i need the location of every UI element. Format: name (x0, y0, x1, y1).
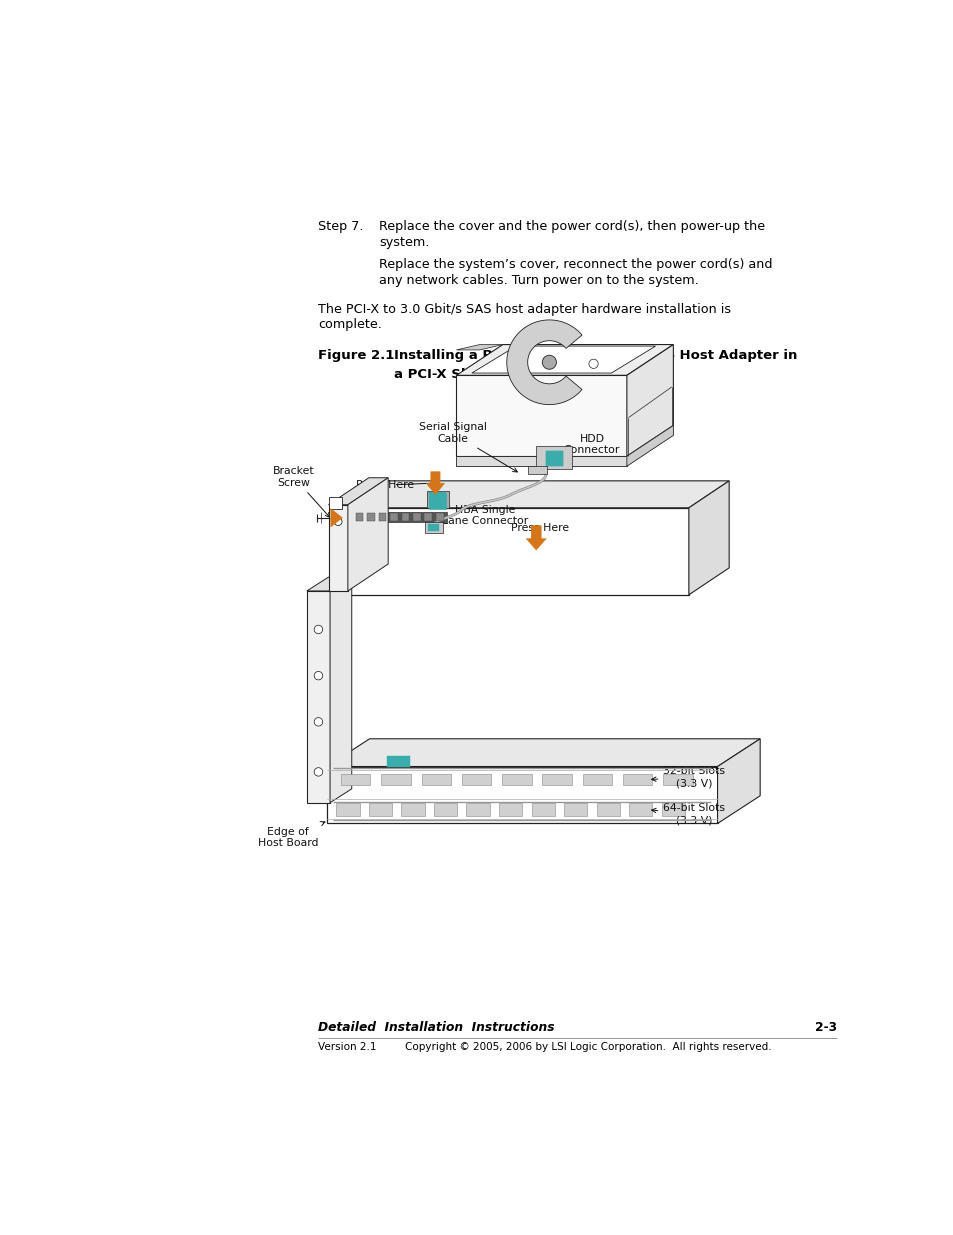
Polygon shape (629, 804, 652, 816)
Polygon shape (528, 466, 546, 474)
Circle shape (314, 768, 322, 776)
Text: Serial Signal
Cable: Serial Signal Cable (418, 422, 517, 472)
Polygon shape (331, 509, 342, 527)
Polygon shape (545, 451, 562, 466)
Text: Replace the cover and the power cord(s), then power-up the: Replace the cover and the power cord(s),… (378, 220, 764, 233)
Polygon shape (425, 521, 443, 534)
Text: Replace the system’s cover, reconnect the power cord(s) and: Replace the system’s cover, reconnect th… (378, 258, 772, 272)
Polygon shape (413, 514, 420, 521)
Circle shape (314, 718, 322, 726)
Text: Edge of
Host Board: Edge of Host Board (257, 821, 325, 848)
Polygon shape (542, 774, 571, 785)
Polygon shape (563, 804, 587, 816)
Polygon shape (662, 774, 692, 785)
Polygon shape (328, 478, 388, 505)
Text: Copyright © 2005, 2006 by LSI Logic Corporation.  All rights reserved.: Copyright © 2005, 2006 by LSI Logic Corp… (405, 1042, 771, 1052)
Polygon shape (466, 804, 489, 816)
Polygon shape (456, 345, 502, 350)
Polygon shape (536, 446, 571, 469)
Polygon shape (427, 524, 438, 531)
Polygon shape (498, 804, 521, 816)
Polygon shape (461, 774, 491, 785)
Text: any network cables. Turn power on to the system.: any network cables. Turn power on to the… (378, 274, 698, 288)
Polygon shape (348, 480, 728, 508)
Polygon shape (327, 739, 760, 767)
Polygon shape (472, 346, 655, 373)
Text: HDD
Connector: HDD Connector (555, 433, 619, 466)
Circle shape (588, 359, 598, 368)
Polygon shape (429, 494, 446, 509)
Circle shape (314, 625, 322, 634)
Text: a PCI-X Slot: a PCI-X Slot (394, 368, 480, 380)
Polygon shape (501, 774, 531, 785)
Text: The PCI-X to 3.0 Gbit/s SAS host adapter hardware installation is: The PCI-X to 3.0 Gbit/s SAS host adapter… (318, 303, 731, 316)
Polygon shape (401, 804, 424, 816)
Polygon shape (626, 425, 673, 466)
Polygon shape (381, 774, 410, 785)
Circle shape (542, 356, 556, 369)
Polygon shape (525, 526, 546, 550)
Polygon shape (355, 514, 363, 521)
Text: Figure 2.1: Figure 2.1 (318, 350, 395, 362)
Text: Installing a PCI-X to 3.0 Gbit/s SAS x4 Host Adapter in: Installing a PCI-X to 3.0 Gbit/s SAS x4 … (394, 350, 796, 362)
Text: 64-bit Slots
(3.3 V): 64-bit Slots (3.3 V) (651, 804, 724, 825)
Polygon shape (369, 804, 392, 816)
Polygon shape (456, 345, 673, 375)
Text: Detailed  Installation  Instructions: Detailed Installation Instructions (318, 1020, 555, 1034)
Polygon shape (348, 478, 388, 592)
Text: complete.: complete. (318, 319, 382, 331)
Polygon shape (436, 514, 443, 521)
Polygon shape (717, 739, 760, 824)
Polygon shape (456, 375, 626, 456)
Text: 32-bit Slots
(3.3 V): 32-bit Slots (3.3 V) (651, 767, 724, 788)
Text: Press Here: Press Here (510, 524, 568, 534)
Polygon shape (367, 514, 375, 521)
Polygon shape (328, 496, 342, 509)
Polygon shape (401, 514, 409, 521)
Polygon shape (307, 577, 352, 592)
Polygon shape (378, 514, 386, 521)
Circle shape (334, 517, 342, 526)
Circle shape (314, 672, 322, 680)
Polygon shape (426, 472, 444, 495)
Polygon shape (335, 804, 359, 816)
Polygon shape (330, 577, 352, 803)
Polygon shape (622, 774, 652, 785)
Polygon shape (626, 345, 673, 456)
Text: Version 2.1: Version 2.1 (318, 1042, 376, 1052)
Polygon shape (424, 514, 432, 521)
Polygon shape (348, 508, 688, 595)
Polygon shape (340, 774, 370, 785)
Polygon shape (582, 774, 612, 785)
Polygon shape (545, 451, 562, 466)
Text: Bracket
Screw: Bracket Screw (273, 466, 330, 517)
Text: system.: system. (378, 236, 429, 249)
Polygon shape (354, 513, 447, 521)
Polygon shape (531, 804, 555, 816)
Polygon shape (456, 456, 626, 466)
Text: 2-3: 2-3 (814, 1020, 836, 1034)
Polygon shape (596, 804, 619, 816)
Polygon shape (506, 320, 581, 405)
Text: HBA Single
Lane Connector: HBA Single Lane Connector (440, 499, 528, 526)
Text: Step 7.: Step 7. (318, 220, 363, 233)
Polygon shape (327, 767, 717, 824)
Text: Press Here: Press Here (355, 479, 414, 490)
Polygon shape (429, 493, 446, 506)
Polygon shape (661, 804, 684, 816)
Polygon shape (421, 774, 451, 785)
Polygon shape (688, 480, 728, 595)
Polygon shape (328, 505, 348, 592)
Polygon shape (386, 756, 410, 767)
Polygon shape (390, 514, 397, 521)
Polygon shape (307, 592, 330, 803)
Polygon shape (434, 804, 456, 816)
Polygon shape (427, 490, 448, 508)
